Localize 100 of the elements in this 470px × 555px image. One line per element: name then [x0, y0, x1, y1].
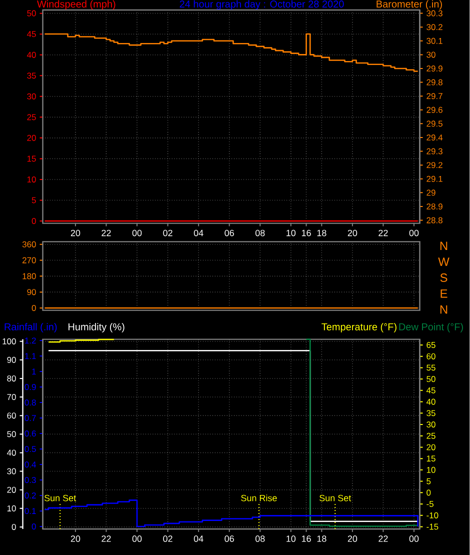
text: Temperature (°F)	[322, 323, 397, 332]
x-tick-label: 20	[348, 536, 358, 542]
y-tick-label: 0	[32, 304, 36, 312]
y-tick-label: 360	[22, 241, 36, 248]
x-tick-label: 20	[71, 536, 80, 542]
x-tick-label: 08	[256, 230, 265, 236]
x-tick-label: 22	[102, 230, 111, 236]
y3-tick-label: 0.9	[24, 384, 36, 390]
y-tick-label: 80	[7, 375, 16, 382]
y2-tick-label: -15	[426, 524, 438, 530]
y-tick-label: 5	[32, 197, 36, 204]
y-tick-label: 90	[7, 356, 16, 363]
text: N	[440, 242, 448, 250]
y-tick-label: 180	[22, 273, 36, 280]
y-tick-label: 60	[7, 412, 16, 419]
x-tick-label: 20	[71, 230, 80, 236]
y2-tick-label: 60	[426, 353, 436, 360]
chart-title: 24 hour graph day : October 28 2020	[180, 0, 344, 10]
y3-tick-label: 0.3	[24, 477, 36, 484]
y3-tick-label: 0.5	[24, 446, 36, 452]
y2-tick-label: 0	[426, 490, 431, 496]
y2-tick-label: 5	[426, 478, 431, 484]
x-tick-label: 04	[194, 536, 204, 542]
y-tick-label: 35	[27, 72, 36, 79]
y2-tick-label: 29.9	[426, 65, 443, 72]
text: W	[438, 258, 450, 266]
y2-tick-label: 15	[427, 456, 436, 462]
text: Barometer (.in)	[376, 0, 442, 10]
y3-tick-label: 0.6	[24, 430, 36, 437]
text: Windspeed (mph)	[37, 0, 116, 10]
y-tick-label: 15	[28, 156, 36, 162]
y-tick-label: 70	[7, 394, 16, 400]
y2-tick-label: 25	[426, 432, 436, 439]
x-tick-label: 22	[378, 536, 388, 542]
annotation: Sun Set	[44, 494, 76, 502]
y2-tick-label: 30.3	[426, 10, 443, 16]
y-tick-label: 25	[27, 114, 36, 120]
y2-tick-label: 30.2	[426, 24, 442, 30]
y2-tick-label: 29.1	[426, 176, 443, 182]
y2-tick-label: 28.9	[426, 203, 443, 210]
y-tick-label: 45	[27, 31, 36, 38]
x-tick-label: 16	[302, 536, 311, 542]
y-tick-label: 50	[27, 10, 36, 16]
y2-tick-label: 45	[426, 387, 436, 394]
x-tick-label: 02	[163, 536, 172, 542]
y-tick-label: 270	[22, 257, 36, 264]
y2-tick-label: 29.6	[426, 106, 443, 113]
x-tick-label: 10	[286, 230, 296, 236]
y3-tick-label: 0.1	[24, 508, 36, 514]
series-label: Humidity (%)	[68, 323, 124, 332]
x-tick-label: 00	[409, 230, 419, 236]
y2-tick-label: -10	[426, 512, 438, 518]
x-tick-label: 00	[132, 230, 142, 236]
x-tick-label: 18	[317, 230, 326, 236]
x-tick-label: 20	[348, 230, 358, 236]
y2-tick-label: 40	[426, 398, 436, 405]
x-tick-label: 02	[163, 230, 172, 236]
y3-tick-label: 1.1	[25, 353, 36, 359]
y-tick-label: 30	[7, 468, 16, 474]
annotation: Sun Rise	[241, 494, 277, 502]
y-tick-label: 30	[27, 93, 36, 100]
y2-tick-label: 29.5	[426, 120, 443, 127]
y2-tick-label: 29.8	[426, 79, 443, 86]
y-tick-label: 20	[7, 486, 16, 493]
y2-tick-label: 29	[426, 190, 436, 196]
text: Dew Point (°F)	[399, 323, 464, 332]
y2-tick-label: 29.2	[426, 162, 442, 168]
y-tick-label: 100	[2, 338, 16, 344]
y3-tick-label: 1.2	[25, 338, 36, 344]
y2-tick-label: 65	[426, 342, 436, 348]
y2-tick-label: 50	[426, 376, 436, 382]
y2-tick-label: 55	[426, 364, 436, 371]
x-tick-label: 00	[409, 536, 419, 542]
y-tick-label: 20	[27, 134, 36, 141]
y2-tick-label: 29.3	[426, 148, 443, 154]
annotation: Sun Set	[320, 494, 352, 502]
y2-tick-label: 28.8	[426, 217, 443, 224]
x-tick-label: 18	[317, 536, 326, 542]
y3-tick-label: 1	[32, 368, 36, 374]
x-tick-label: 04	[194, 230, 204, 236]
text: Rainfall (.in)	[4, 323, 57, 332]
y-tick-label: 50	[7, 431, 16, 438]
x-tick-label: 00	[132, 536, 142, 542]
y-tick-label: 10	[28, 176, 36, 182]
y3-tick-label: 0.8	[24, 400, 36, 406]
y3-tick-label: 0.7	[24, 415, 36, 422]
x-tick-label: 16	[302, 230, 311, 236]
y2-tick-label: 30	[426, 52, 436, 58]
y-tick-label: 0	[32, 218, 36, 224]
y-tick-label: 0	[12, 524, 16, 530]
y-tick-label: 10	[8, 505, 16, 512]
y3-tick-label: 0.2	[24, 492, 36, 499]
y-tick-label: 40	[27, 52, 36, 58]
x-tick-label: 06	[224, 230, 234, 236]
y2-tick-label: 20	[426, 444, 436, 450]
y2-tick-label: 29.4	[426, 134, 443, 140]
y2-tick-label: 10	[427, 466, 436, 473]
y2-tick-label: 30	[426, 421, 436, 428]
y3-tick-label: 0.4	[24, 462, 36, 468]
y2-tick-label: 35	[426, 410, 436, 416]
